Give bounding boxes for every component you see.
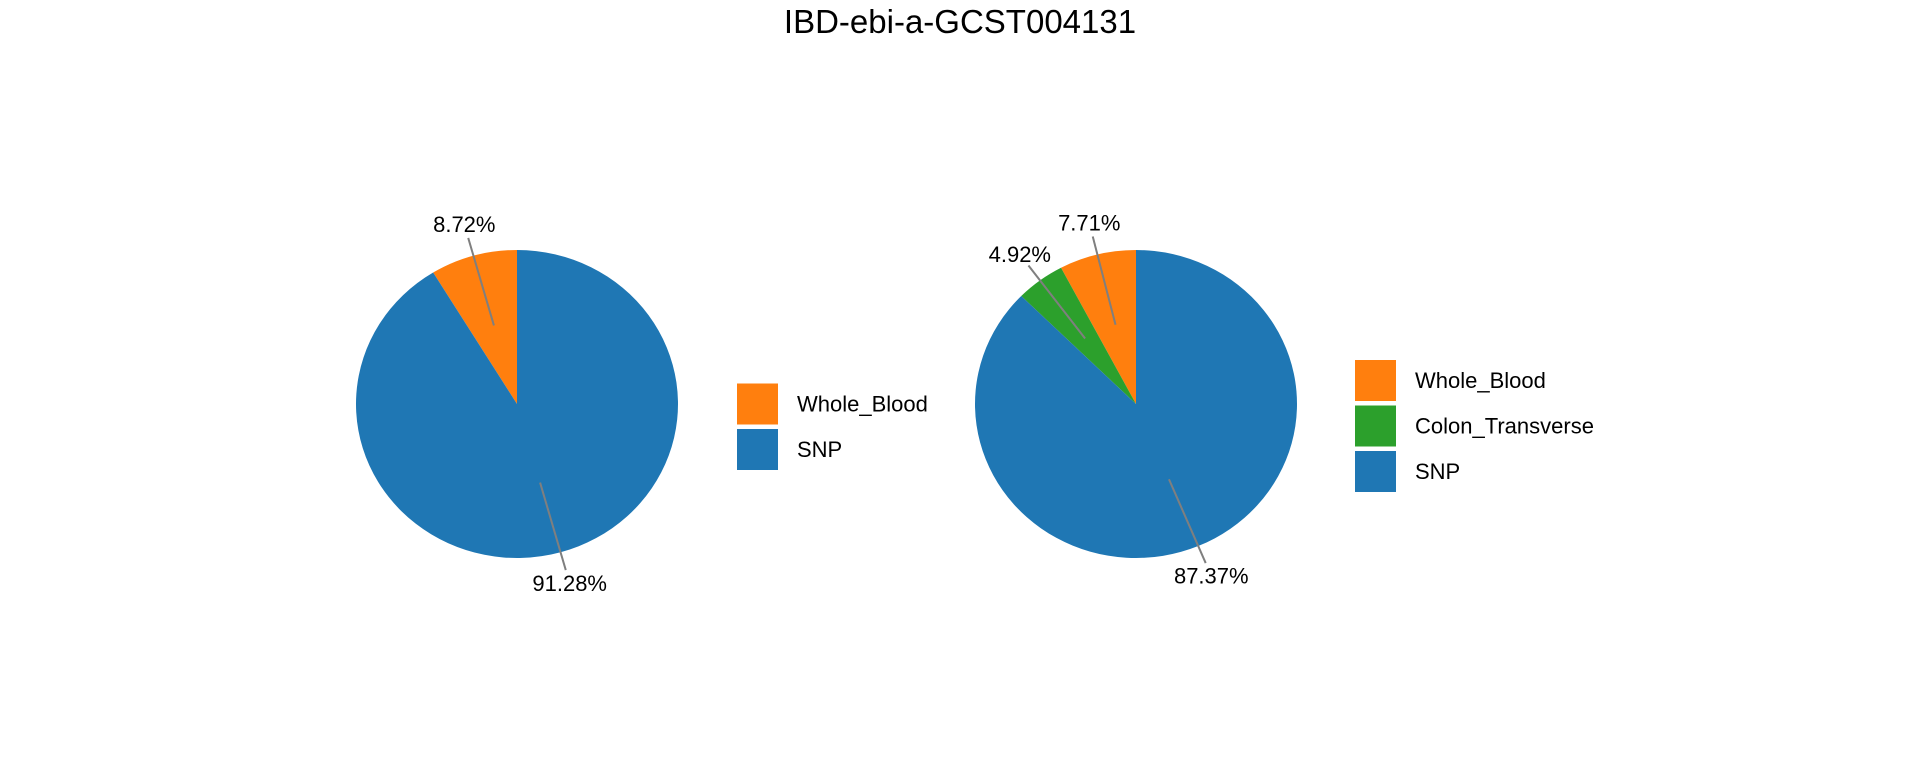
pie-1-leader-line-SNP	[1168, 478, 1207, 564]
pie-1-legend-swatch-Colon_Transverse	[1355, 405, 1396, 447]
pie-1-legend-label-Colon_Transverse: Colon_Transverse	[1415, 414, 1594, 439]
pie-0-slice-Whole_Blood	[433, 250, 517, 404]
pie-1-percent-label-Colon_Transverse: 4.92%	[989, 242, 1051, 267]
pie-1-percent-label-Whole_Blood: 7.71%	[1058, 211, 1120, 236]
pie-1-leader-line-Whole_Blood	[1091, 236, 1117, 326]
pie-0-legend-swatch-Whole_Blood	[737, 383, 778, 425]
pie-0-leader-line-Whole_Blood	[467, 237, 495, 326]
pie-0-percent-label-Whole_Blood: 8.72%	[433, 212, 495, 237]
pie-1-legend-label-Whole_Blood: Whole_Blood	[1415, 368, 1546, 393]
pie-1-slice-Whole_Blood	[1061, 250, 1136, 404]
pie-1-slice-SNP	[975, 250, 1298, 558]
pie-0-slice-SNP	[356, 250, 679, 558]
pie-1-legend-swatch-Whole_Blood	[1355, 360, 1396, 401]
pie-0-legend-label-SNP: SNP	[797, 437, 842, 462]
chart-title: IBD-ebi-a-GCST004131	[783, 3, 1137, 40]
pie-0-legend-swatch-SNP	[737, 429, 778, 470]
pie-0-leader-line-SNP	[539, 482, 567, 571]
pie-1-slice-Colon_Transverse	[1021, 267, 1136, 404]
pie-1-legend-label-SNP: SNP	[1415, 459, 1460, 484]
pie-0-percent-label-SNP: 91.28%	[532, 571, 607, 596]
pie-1-leader-line-Colon_Transverse	[1027, 264, 1086, 340]
pie-1-legend-swatch-SNP	[1355, 451, 1396, 492]
pie-0-legend-label-Whole_Blood: Whole_Blood	[797, 392, 928, 417]
pie-1-percent-label-SNP: 87.37%	[1174, 563, 1249, 588]
